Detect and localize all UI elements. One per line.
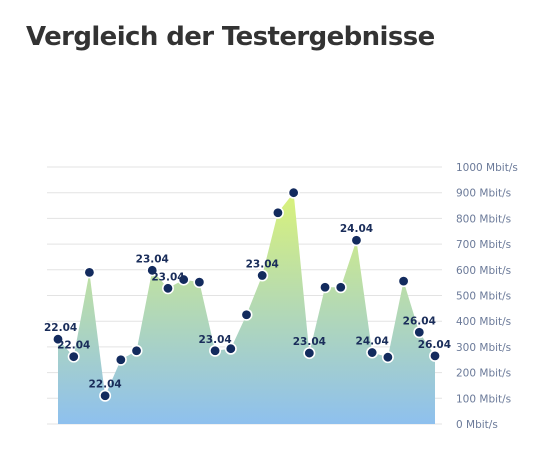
area-series xyxy=(58,192,435,424)
data-label: 26.04 xyxy=(418,339,451,351)
data-point xyxy=(413,326,426,339)
y-tick-label: 800 Mbit/s xyxy=(456,213,511,225)
data-point xyxy=(397,275,410,288)
data-label: 23.04 xyxy=(151,271,184,283)
data-label: 23.04 xyxy=(293,336,326,348)
data-point xyxy=(366,346,379,359)
y-tick-label: 1000 Mbit/s xyxy=(456,162,518,174)
data-point xyxy=(67,350,80,363)
data-point xyxy=(319,281,332,294)
data-point xyxy=(256,269,269,282)
y-tick-label: 300 Mbit/s xyxy=(456,342,511,354)
data-point xyxy=(114,353,127,366)
data-point xyxy=(51,333,64,346)
y-tick-label: 400 Mbit/s xyxy=(456,316,511,328)
y-tick-label: 900 Mbit/s xyxy=(456,188,511,200)
data-point xyxy=(240,308,253,321)
y-tick-label: 200 Mbit/s xyxy=(456,368,511,380)
data-point xyxy=(350,234,363,247)
data-label: 23.04 xyxy=(198,334,231,346)
y-tick-label: 500 Mbit/s xyxy=(456,291,511,303)
data-label: 22.04 xyxy=(44,322,77,334)
data-point xyxy=(334,281,347,294)
data-point xyxy=(287,186,300,199)
data-point xyxy=(209,344,222,357)
data-label: 22.04 xyxy=(57,340,90,352)
data-point xyxy=(99,389,112,402)
y-tick-label: 700 Mbit/s xyxy=(456,239,511,251)
data-label: 26.04 xyxy=(403,315,436,327)
data-point xyxy=(271,206,284,219)
data-point xyxy=(381,351,394,364)
page-title: Vergleich der Testergebnisse xyxy=(26,22,435,52)
data-point xyxy=(161,282,174,295)
y-tick-label: 600 Mbit/s xyxy=(456,265,511,277)
data-point xyxy=(428,349,441,362)
data-point xyxy=(83,266,96,279)
y-tick-label: 100 Mbit/s xyxy=(456,393,511,405)
data-label: 23.04 xyxy=(136,253,169,265)
data-label: 24.04 xyxy=(356,336,389,348)
data-point xyxy=(146,264,159,277)
data-label: 22.04 xyxy=(89,379,122,391)
data-point xyxy=(177,273,190,286)
data-point xyxy=(224,342,237,355)
data-point xyxy=(130,344,143,357)
data-label: 24.04 xyxy=(340,223,373,235)
data-point xyxy=(193,276,206,289)
data-point xyxy=(303,347,316,360)
y-tick-label: 0 Mbit/s xyxy=(456,419,498,431)
data-label: 23.04 xyxy=(246,258,279,270)
